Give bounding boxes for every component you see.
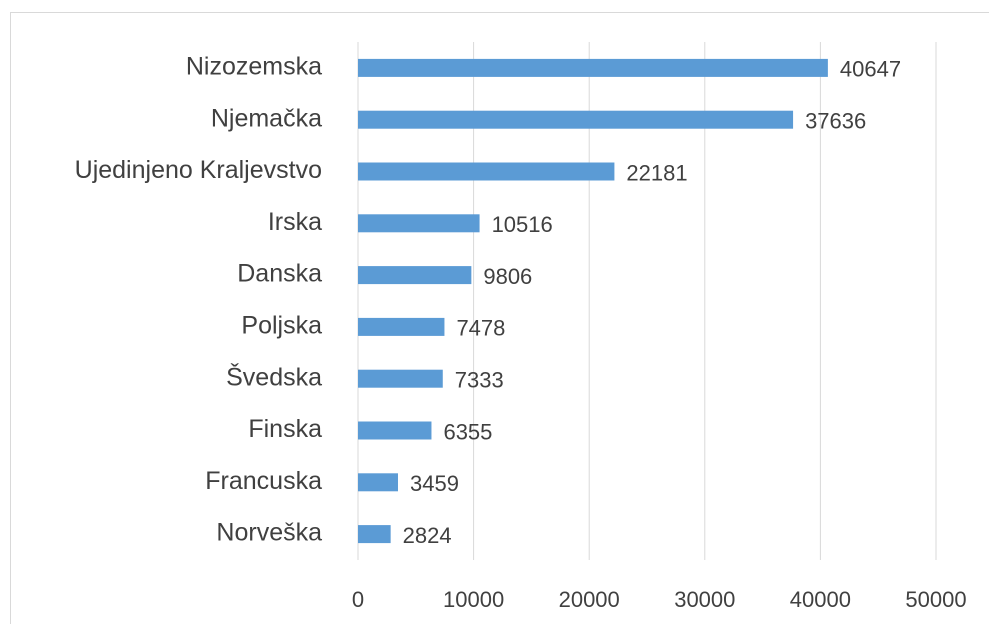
- bar: [358, 214, 480, 233]
- x-tick-label: 20000: [559, 587, 620, 612]
- data-label: 22181: [626, 160, 687, 185]
- data-label: 9806: [483, 264, 532, 289]
- x-tick-label: 30000: [674, 587, 735, 612]
- x-tick-label: 40000: [790, 587, 851, 612]
- y-tick-label: Irska: [268, 208, 322, 236]
- data-label: 6355: [443, 419, 492, 444]
- y-tick-label: Danska: [237, 260, 322, 288]
- bar: [358, 525, 391, 544]
- data-label: 7333: [455, 368, 504, 393]
- bar: [358, 421, 432, 440]
- bar: [358, 162, 615, 181]
- bar: [358, 317, 445, 336]
- y-tick-label: Švedska: [226, 362, 322, 391]
- bar: [358, 266, 472, 285]
- bar: [358, 110, 794, 129]
- data-label: 2824: [403, 523, 452, 548]
- y-tick-label: Francuska: [205, 467, 322, 495]
- y-tick-label: Finska: [248, 415, 322, 443]
- y-tick-label: Ujedinjeno Kraljevstvo: [75, 156, 322, 184]
- y-tick-label: Norveška: [216, 519, 322, 547]
- x-tick-label: 50000: [905, 587, 966, 612]
- bar: [358, 473, 398, 492]
- data-label: 40647: [840, 57, 901, 82]
- y-tick-label: Nizozemska: [186, 53, 322, 81]
- y-tick-label: Njemačka: [211, 104, 322, 132]
- x-tick-label: 0: [352, 587, 364, 612]
- x-tick-label: 10000: [443, 587, 504, 612]
- data-label: 3459: [410, 471, 459, 496]
- data-label: 37636: [805, 109, 866, 134]
- bar: [358, 58, 828, 77]
- data-label: 7478: [456, 316, 505, 341]
- data-label: 10516: [492, 212, 553, 237]
- bar: [358, 369, 443, 388]
- y-tick-label: Poljska: [241, 312, 322, 340]
